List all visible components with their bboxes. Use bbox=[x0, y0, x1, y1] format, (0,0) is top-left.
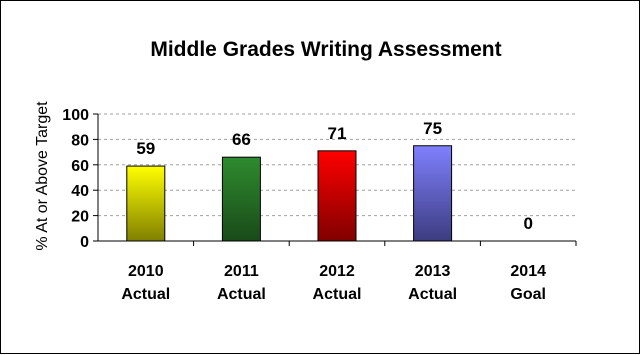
x-tick-label: Actual bbox=[121, 286, 170, 303]
y-tick-label: 40 bbox=[71, 183, 89, 200]
y-tick-label: 80 bbox=[71, 132, 89, 149]
chart-title: Middle Grades Writing Assessment bbox=[150, 38, 501, 61]
y-tick-label: 60 bbox=[71, 158, 89, 175]
x-tick-label: Actual bbox=[313, 286, 362, 303]
y-axis-label: % At or Above Target bbox=[34, 101, 51, 251]
bars bbox=[126, 145, 453, 242]
x-tick-label: 2010 bbox=[128, 263, 164, 280]
gridlines bbox=[98, 113, 576, 217]
x-tick-label: 2011 bbox=[224, 263, 259, 280]
x-tick-label: Goal bbox=[510, 286, 546, 303]
bar-2011-actual bbox=[221, 156, 261, 242]
x-tick-label: Actual bbox=[217, 286, 266, 303]
data-label: 59 bbox=[136, 139, 155, 158]
x-tick-label: 2013 bbox=[415, 263, 451, 280]
data-label: 66 bbox=[232, 130, 251, 149]
data-label: 75 bbox=[423, 119, 442, 138]
axes bbox=[93, 113, 577, 246]
bar-2012-actual bbox=[317, 150, 357, 242]
bar-2013-actual bbox=[413, 145, 453, 242]
x-tick-label: 2012 bbox=[319, 263, 355, 280]
labels: 0 20 40 60 80 100 59 2010 Actual 66 2011 Actual 71 20… bbox=[62, 107, 546, 303]
x-tick-label: Actual bbox=[408, 286, 457, 303]
data-label: 71 bbox=[328, 124, 347, 143]
y-tick-label: 100 bbox=[62, 107, 89, 124]
bar-2010-actual bbox=[126, 165, 166, 242]
x-tick-label: 2014 bbox=[510, 263, 546, 280]
y-tick-label: 0 bbox=[80, 234, 89, 251]
data-label: 0 bbox=[523, 214, 532, 233]
y-tick-label: 20 bbox=[71, 209, 89, 226]
